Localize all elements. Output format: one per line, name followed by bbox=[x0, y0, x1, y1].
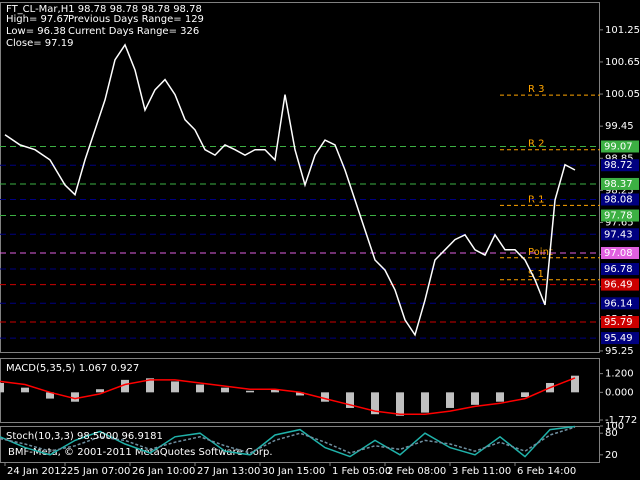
panel-title: FT_CL-Mar,H1 98.78 98.78 98.78 98.78 bbox=[6, 4, 202, 15]
y-tick-label: 97.65 bbox=[605, 217, 634, 228]
panel-frame bbox=[0, 2, 600, 353]
x-tick-label: 25 Jan 07:00 bbox=[67, 466, 130, 477]
y-tick-label: 99.45 bbox=[605, 121, 634, 132]
histogram-bar bbox=[396, 392, 404, 416]
histogram-bar bbox=[371, 392, 379, 415]
y-tick-label: 0.000 bbox=[605, 387, 634, 398]
pivot-label: R 3 bbox=[528, 84, 545, 95]
price-label: 98.37 bbox=[604, 179, 633, 190]
price-label-box bbox=[601, 159, 639, 172]
copyright: BMF-Meta, © 2001-2011 MetaQuotes Softwar… bbox=[8, 447, 273, 458]
histogram-bar bbox=[171, 381, 179, 393]
info-line: Close= 97.19 bbox=[6, 38, 73, 49]
y-tick-label: 98.25 bbox=[605, 185, 634, 196]
panel-title: MACD(5,35,5) 1.067 0.927 bbox=[6, 363, 139, 374]
y-tick-label: -1.772 bbox=[605, 415, 637, 426]
histogram-bar bbox=[521, 392, 529, 398]
price-label: 98.72 bbox=[604, 160, 633, 171]
price-label: 96.49 bbox=[604, 280, 633, 291]
y-tick-label: 100.65 bbox=[605, 57, 640, 68]
series-line bbox=[0, 377, 576, 415]
y-tick-label: 20 bbox=[605, 450, 618, 461]
y-tick-label: 98.85 bbox=[605, 153, 634, 164]
histogram-bar bbox=[221, 387, 229, 393]
price-label: 97.43 bbox=[604, 229, 633, 240]
y-tick-label: 95.25 bbox=[605, 346, 634, 357]
y-tick-label: 101.25 bbox=[605, 25, 640, 36]
histogram-bar bbox=[96, 389, 104, 393]
price-label: 95.49 bbox=[604, 333, 633, 344]
x-tick-label: 30 Jan 15:00 bbox=[262, 466, 325, 477]
series-line bbox=[0, 426, 576, 454]
price-label-box bbox=[601, 332, 639, 345]
info-line: Low= 96.38 bbox=[6, 26, 66, 37]
price-label-box bbox=[601, 193, 639, 206]
price-label: 96.78 bbox=[604, 264, 633, 275]
histogram-bar bbox=[446, 392, 454, 408]
info-line: High= 97.67 bbox=[6, 14, 69, 25]
histogram-bar bbox=[146, 378, 154, 393]
histogram-bar bbox=[46, 392, 54, 399]
histogram-bar bbox=[346, 392, 354, 408]
x-tick-label: 27 Jan 13:00 bbox=[197, 466, 260, 477]
pivot-label: R 1 bbox=[528, 194, 545, 205]
x-tick-label: 26 Jan 10:00 bbox=[132, 466, 195, 477]
x-tick-label: 2 Feb 08:00 bbox=[387, 466, 446, 477]
histogram-bar bbox=[296, 392, 304, 396]
price-label-box bbox=[601, 228, 639, 241]
series-line bbox=[4, 43, 576, 337]
price-label: 99.07 bbox=[604, 141, 633, 152]
price-label-box bbox=[601, 278, 639, 291]
histogram-bar bbox=[496, 392, 504, 402]
y-tick-label: 100.05 bbox=[605, 89, 640, 100]
y-tick-label: 1.200 bbox=[605, 369, 634, 380]
price-label: 96.14 bbox=[604, 298, 633, 309]
x-tick-label: 1 Feb 05:00 bbox=[332, 466, 391, 477]
price-label-box bbox=[601, 246, 639, 259]
y-tick-label: 80 bbox=[605, 428, 618, 439]
histogram-bar bbox=[421, 392, 429, 413]
price-label-box bbox=[601, 316, 639, 329]
price-label: 95.79 bbox=[604, 317, 633, 328]
histogram-bar bbox=[21, 387, 29, 393]
x-tick-label: 24 Jan 2012 bbox=[7, 466, 67, 477]
x-tick-label: 6 Feb 14:00 bbox=[517, 466, 576, 477]
histogram-bar bbox=[321, 392, 329, 402]
price-label-box bbox=[601, 177, 639, 190]
histogram-bar bbox=[571, 375, 579, 393]
price-label-box bbox=[601, 297, 639, 310]
y-tick-label: 100 bbox=[605, 421, 624, 432]
pivot-label: Point bbox=[528, 247, 553, 258]
x-tick-label: 3 Feb 11:00 bbox=[452, 466, 511, 477]
histogram-bar bbox=[471, 392, 479, 405]
panel-title: Stoch(10,3,3) 98.5000 96.9181 bbox=[6, 431, 163, 442]
price-label-box bbox=[601, 209, 639, 222]
price-label: 97.78 bbox=[604, 211, 633, 222]
histogram-bar bbox=[71, 392, 79, 402]
histogram-bar bbox=[0, 382, 4, 393]
pivot-label: R 2 bbox=[528, 139, 545, 150]
price-label-box bbox=[601, 263, 639, 276]
histogram-bar bbox=[196, 384, 204, 393]
histogram-bar bbox=[246, 390, 254, 393]
price-label-box bbox=[601, 140, 639, 153]
histogram-bar bbox=[271, 389, 279, 393]
panel-frame bbox=[0, 426, 600, 463]
price-label: 97.08 bbox=[604, 248, 633, 259]
pivot-label: S 1 bbox=[528, 269, 544, 280]
series-line bbox=[0, 425, 576, 458]
price-label: 98.08 bbox=[604, 194, 633, 205]
info-line: Previous Days Range= 129 bbox=[68, 14, 204, 25]
histogram-bar bbox=[121, 379, 129, 393]
info-line: Current Days Range= 326 bbox=[68, 26, 199, 37]
